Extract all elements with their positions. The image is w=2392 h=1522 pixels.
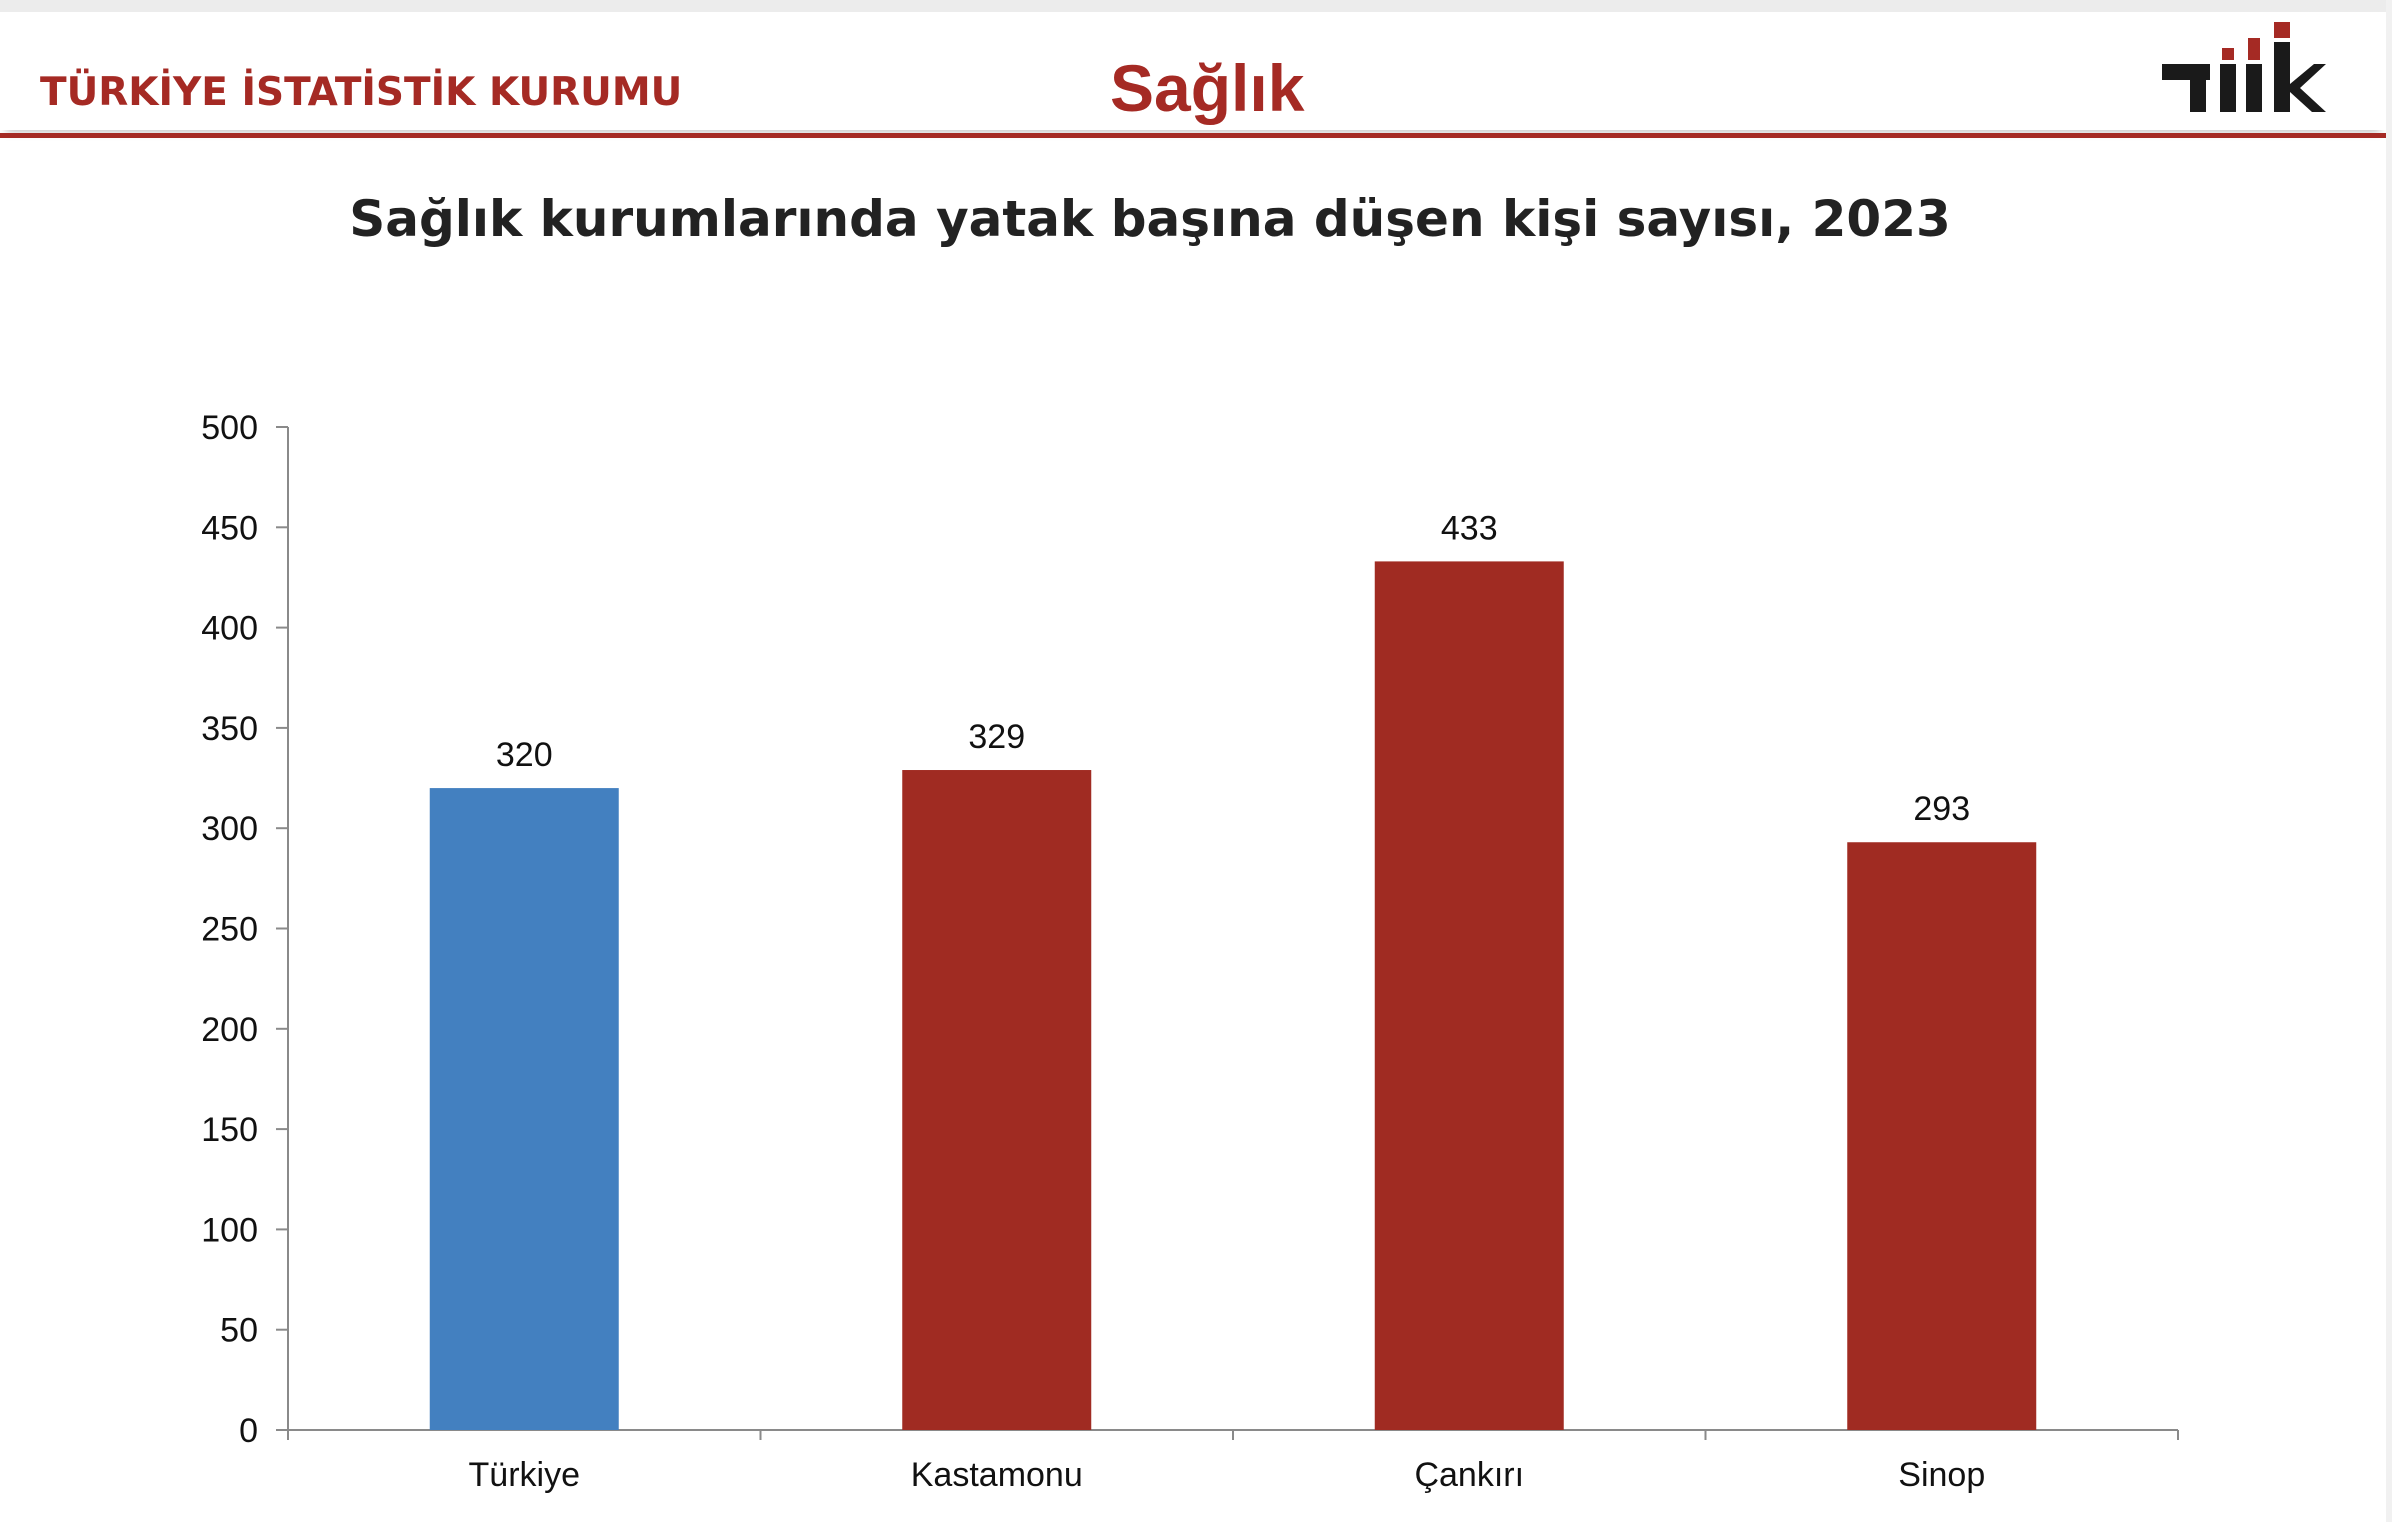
y-tick-label: 400 bbox=[201, 610, 258, 648]
y-tick-label: 250 bbox=[201, 911, 258, 949]
section-title: Sağlık bbox=[1110, 51, 1305, 125]
org-name: TÜRKİYE İSTATİSTİK KURUMU bbox=[40, 70, 683, 115]
window-right-strip bbox=[2386, 0, 2392, 1522]
data-labels: 320 329 433 293 bbox=[496, 509, 1970, 828]
x-category-label: Sinop bbox=[1898, 1456, 1985, 1494]
y-tick-label: 300 bbox=[201, 810, 258, 848]
y-axis: 0 50 100 150 200 250 300 350 400 450 500 bbox=[201, 409, 289, 1450]
data-label: 320 bbox=[496, 736, 553, 774]
bar-2 bbox=[1374, 561, 1564, 1430]
data-label: 433 bbox=[1441, 509, 1498, 547]
tuik-logo bbox=[2162, 22, 2326, 112]
y-tick-label: 450 bbox=[201, 509, 258, 547]
y-tick-label: 350 bbox=[201, 710, 258, 748]
bar-chart: 0 50 100 150 200 250 300 350 400 450 500 Türkiye Ka… bbox=[201, 409, 2179, 1494]
bar-series bbox=[429, 561, 2037, 1430]
y-tick-label: 50 bbox=[220, 1312, 258, 1350]
y-tick-label: 150 bbox=[201, 1111, 258, 1149]
chart-title: Sağlık kurumlarında yatak başına düşen k… bbox=[349, 190, 1951, 248]
x-category-label: Kastamonu bbox=[911, 1456, 1083, 1494]
data-label: 329 bbox=[968, 718, 1025, 756]
y-tick-label: 0 bbox=[239, 1412, 258, 1450]
x-category-label: Çankırı bbox=[1414, 1456, 1524, 1494]
header-divider bbox=[0, 133, 2386, 138]
window-top-strip bbox=[0, 0, 2392, 12]
bar-3 bbox=[1847, 842, 2037, 1430]
y-tick-label: 100 bbox=[201, 1211, 258, 1249]
x-category-label: Türkiye bbox=[469, 1456, 580, 1494]
x-axis: Türkiye Kastamonu Çankırı Sinop bbox=[287, 1429, 2179, 1494]
y-tick-label: 500 bbox=[201, 409, 258, 447]
y-tick-label: 200 bbox=[201, 1011, 258, 1049]
data-label: 293 bbox=[1913, 790, 1970, 828]
slide-header: TÜRKİYE İSTATİSTİK KURUMU Sağlık bbox=[0, 12, 2386, 130]
bar-0 bbox=[429, 788, 619, 1430]
bar-1 bbox=[902, 770, 1092, 1430]
